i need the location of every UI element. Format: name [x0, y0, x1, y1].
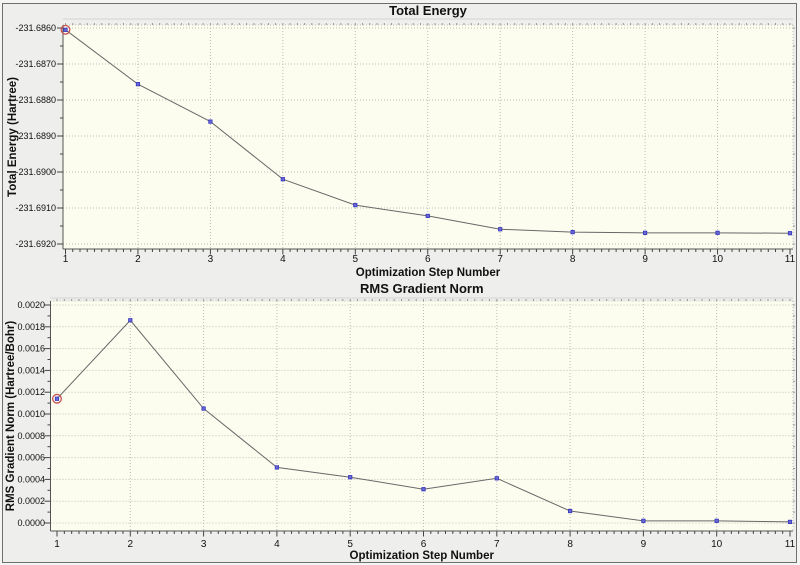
data-point-step-6[interactable] [421, 487, 426, 492]
total-energy-chart: Total Energy 1 2 3 4 5 6 7 8 9 10 11 -231.6860 -231.6… [7, 3, 796, 279]
y-tick-label: -231.6900 [15, 167, 56, 177]
data-point-step-5[interactable] [353, 203, 358, 208]
y-tick-label: 0.0020 [17, 300, 45, 310]
y-tick-label: 0.0006 [17, 453, 45, 463]
x-tick-label: 6 [421, 539, 427, 550]
x-tick-label: 6 [425, 254, 431, 265]
y-tick-label: 0.0008 [17, 431, 45, 441]
x-tick-label: 3 [201, 539, 207, 550]
y-tick-label: 0.0000 [17, 518, 45, 528]
y-tick-label: -231.6870 [15, 59, 56, 69]
x-tick-label: 4 [274, 539, 280, 550]
data-point-step-2[interactable] [128, 318, 133, 323]
data-point-step-8[interactable] [568, 508, 573, 514]
data-point-step-1[interactable] [54, 396, 60, 401]
chart-title: Total Energy [389, 3, 468, 18]
data-point-step-11[interactable] [787, 231, 793, 236]
gridlines [63, 24, 794, 249]
data-point-step-3[interactable] [208, 119, 213, 124]
x-tick-label: 1 [54, 539, 60, 550]
y-tick-label: 0.0016 [17, 344, 45, 354]
data-point-step-2[interactable] [135, 82, 141, 87]
rms-gradient-norm-chart: RMS Gradient Norm 1 2 3 4 5 6 7 8 9 10 11 0.0020 0.00… [5, 281, 796, 562]
x-tick-label: 8 [570, 254, 576, 265]
x-tick-label: 4 [280, 254, 286, 265]
selected-point-ring [52, 393, 62, 404]
x-tick-label: 5 [353, 254, 359, 265]
y-tick-label: 0.0002 [17, 496, 45, 506]
y-axis-title: Total Energy (Hartree) [7, 77, 19, 197]
data-point-step-3[interactable] [201, 406, 206, 411]
ticks [44, 299, 795, 537]
x-tick-label: 3 [208, 254, 214, 265]
y-tick-label: 0.0014 [17, 365, 45, 375]
data-point-step-4[interactable] [280, 177, 285, 182]
y-tick-label: -231.6910 [15, 203, 56, 213]
data-point-step-11[interactable] [787, 519, 793, 525]
data-point-step-1[interactable] [63, 27, 68, 32]
data-point-step-6[interactable] [425, 213, 430, 219]
data-point-step-7[interactable] [494, 476, 499, 481]
chart-title: RMS Gradient Norm [360, 281, 484, 296]
gridlines [50, 300, 794, 531]
data-point-step-8[interactable] [570, 230, 575, 235]
y-tick-label: -231.6890 [15, 131, 56, 141]
x-axis-title: Optimization Step Number [350, 550, 495, 562]
x-tick-label: 1 [63, 254, 69, 265]
data-point-step-9[interactable] [643, 230, 648, 235]
data-point-step-10[interactable] [715, 230, 720, 235]
data-point-step-10[interactable] [714, 518, 719, 523]
x-axis-title: Optimization Step Number [356, 267, 501, 279]
x-tick-label: 8 [567, 539, 573, 550]
y-axis-title: RMS Gradient Norm (Hartree/Bohr) [5, 321, 17, 512]
ticks [57, 23, 795, 255]
x-tick-label: 2 [135, 254, 141, 265]
selected-point-ring [60, 24, 71, 35]
y-tick-label: -231.6860 [15, 23, 56, 33]
y-tick-label: 0.0012 [17, 387, 45, 397]
x-tick-label: 11 [785, 539, 796, 550]
x-tick-label: 11 [785, 254, 796, 265]
x-tick-label: 10 [711, 539, 723, 550]
x-tick-label: 7 [494, 539, 500, 550]
y-tick-label: 0.0018 [17, 322, 45, 332]
y-tick-label: 0.0010 [17, 409, 45, 419]
y-tick-label: -231.6920 [15, 239, 56, 249]
data-point-step-4[interactable] [274, 465, 280, 470]
x-tick-label: 7 [497, 254, 503, 265]
data-point-step-7[interactable] [498, 227, 503, 232]
x-tick-label: 9 [641, 539, 647, 550]
x-tick-label: 9 [642, 254, 648, 265]
data-point-step-5[interactable] [348, 475, 353, 480]
x-tick-label: 2 [128, 539, 134, 550]
y-tick-label: 0.0004 [17, 474, 45, 484]
x-tick-label: 5 [347, 539, 353, 550]
y-tick-label: -231.6880 [15, 95, 56, 105]
data-point-step-9[interactable] [641, 518, 646, 523]
x-tick-label: 10 [712, 254, 724, 265]
plot-area [50, 301, 793, 531]
